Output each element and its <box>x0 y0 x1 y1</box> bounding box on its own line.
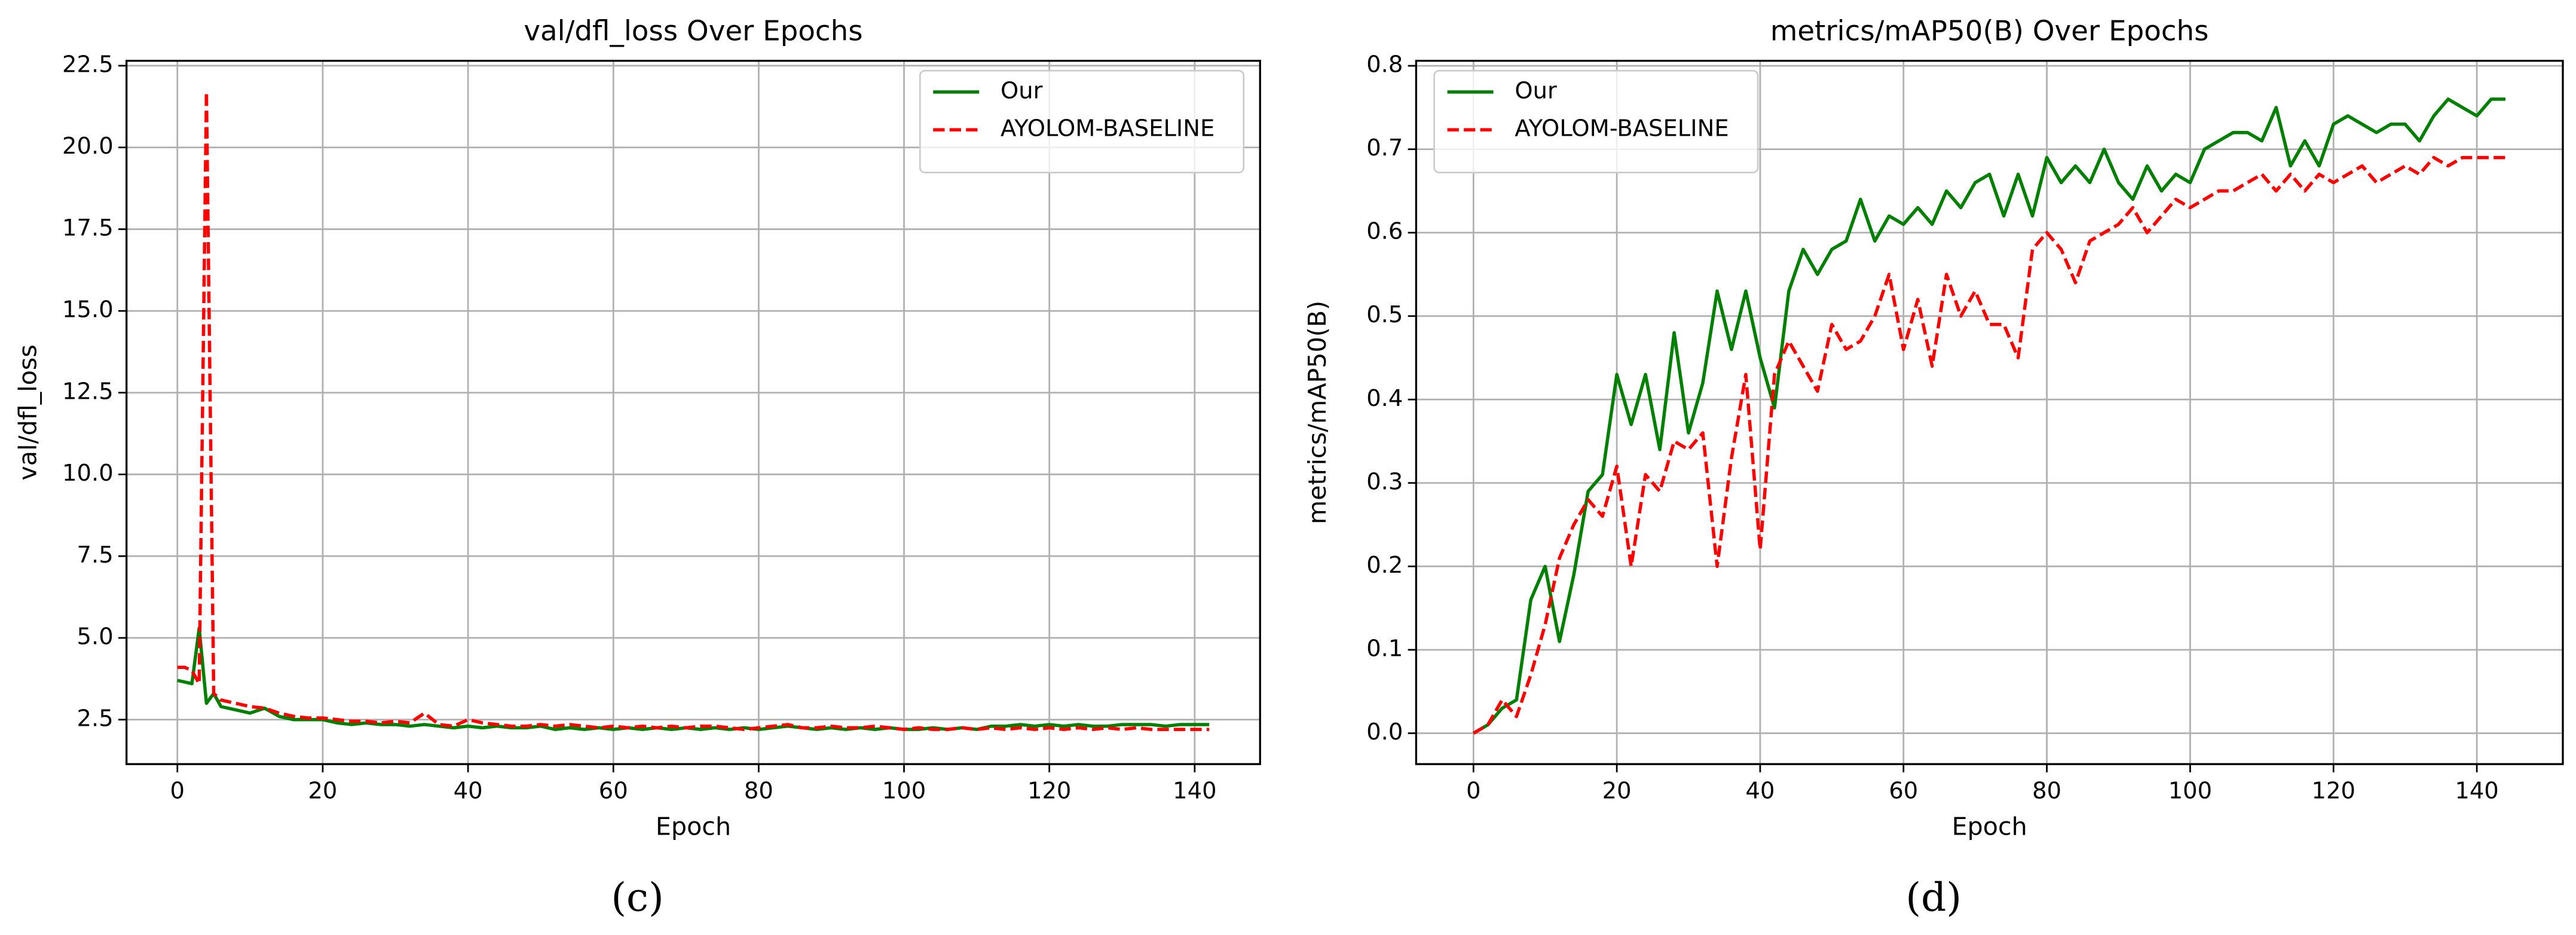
series-line <box>177 626 1210 731</box>
y-tick-label: 12.5 <box>62 378 114 405</box>
x-tick-label: 120 <box>2312 777 2355 804</box>
y-tick-label: 22.5 <box>62 51 114 78</box>
y-tick-label: 17.5 <box>62 215 114 242</box>
x-tick-label: 80 <box>2032 777 2061 804</box>
series-line <box>1472 97 2506 735</box>
legend-box <box>1433 69 1759 173</box>
y-tick-label: 5.0 <box>77 624 114 650</box>
x-tick-label: 80 <box>744 777 773 804</box>
x-tick-label: 40 <box>1745 777 1775 804</box>
plot-frame <box>126 60 1261 765</box>
x-tick-label: 140 <box>2455 777 2498 804</box>
series-line <box>177 90 1210 731</box>
legend-label: AYOLOM-BASELINE <box>1515 115 1728 142</box>
y-tick-label: 15.0 <box>62 297 114 323</box>
y-tick-label: 7.5 <box>77 542 114 569</box>
y-tick-label: 0.5 <box>1366 301 1403 328</box>
caption: (d) <box>1905 874 1962 920</box>
y-tick-label: 0.8 <box>1366 51 1403 78</box>
chart-title: metrics/mAP50(B) Over Epochs <box>1770 15 2209 47</box>
y-tick-label: 2.5 <box>77 705 114 732</box>
y-tick-label: 0.6 <box>1366 218 1403 245</box>
legend-box <box>919 69 1245 173</box>
series-line <box>1472 155 2506 735</box>
x-tick-label: 20 <box>1602 777 1632 804</box>
chart-title: val/dfl_loss Over Epochs <box>524 15 862 47</box>
x-tick-label: 40 <box>454 777 483 804</box>
y-tick-label: 20.0 <box>62 133 114 160</box>
y-tick-label: 0.2 <box>1366 552 1403 579</box>
legend-label: Our <box>1515 77 1557 104</box>
plot-frame <box>1415 60 2564 765</box>
x-axis-label: Epoch <box>1952 812 2027 841</box>
x-axis-label: Epoch <box>656 812 731 841</box>
legend-label: Our <box>1001 77 1043 104</box>
x-tick-label: 0 <box>1466 777 1480 804</box>
y-tick-label: 0.7 <box>1366 135 1403 161</box>
y-tick-label: 0.3 <box>1366 468 1403 495</box>
caption: (c) <box>611 874 663 920</box>
y-tick-label: 0.1 <box>1366 635 1403 662</box>
x-tick-label: 0 <box>170 777 185 804</box>
y-tick-label: 10.0 <box>62 460 114 487</box>
y-axis-label: val/dfl_loss <box>14 344 42 480</box>
x-tick-label: 60 <box>599 777 628 804</box>
x-tick-label: 140 <box>1173 777 1216 804</box>
x-tick-label: 100 <box>2168 777 2212 804</box>
x-tick-label: 60 <box>1889 777 1918 804</box>
x-tick-label: 100 <box>882 777 926 804</box>
x-tick-label: 120 <box>1027 777 1071 804</box>
y-axis-label: metrics/mAP50(B) <box>1303 301 1332 524</box>
legend-label: AYOLOM-BASELINE <box>1001 115 1214 142</box>
y-tick-label: 0.4 <box>1366 385 1403 412</box>
x-tick-label: 20 <box>308 777 337 804</box>
y-tick-label: 0.0 <box>1366 719 1403 745</box>
